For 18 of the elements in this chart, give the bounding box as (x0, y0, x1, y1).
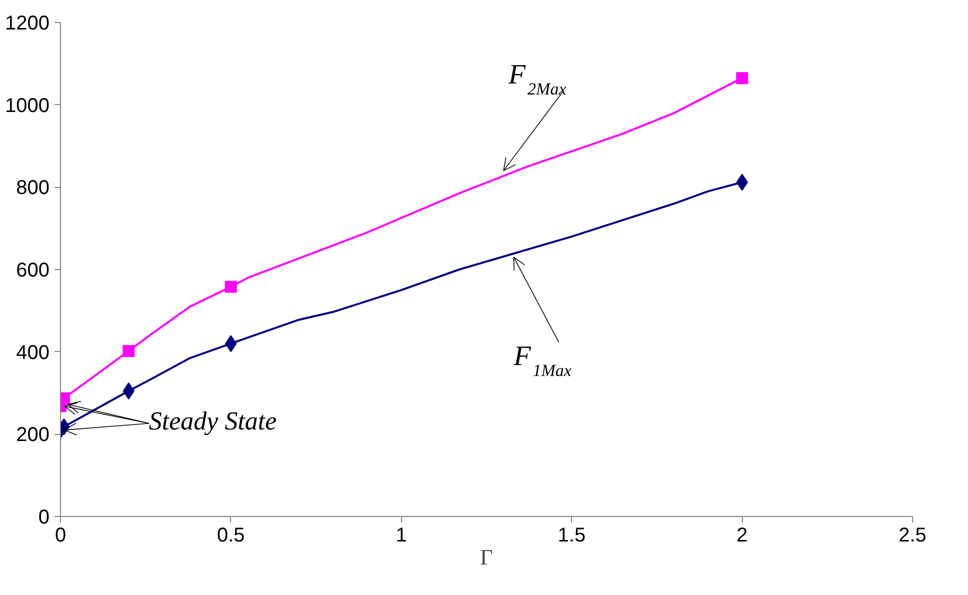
y-tick-label: 600 (16, 260, 50, 282)
y-tick-label: 200 (16, 424, 50, 446)
x-tick-label: 1.5 (558, 524, 586, 546)
point (736, 72, 748, 84)
y-tick-label: 0 (38, 506, 50, 528)
x-tick-label: 2 (736, 524, 748, 546)
point (122, 345, 135, 358)
x-tick-label: 1 (396, 524, 407, 546)
y-tick-label: 400 (16, 342, 50, 364)
annotation: Steady State (148, 406, 277, 436)
y-tick-label: 1000 (5, 94, 50, 117)
y-tick-label: 800 (16, 177, 50, 200)
x-tick-label: 0 (54, 524, 66, 546)
x-tick-label: 0.5 (217, 524, 245, 546)
x-tick-label: 2.5 (898, 524, 926, 546)
point (224, 280, 237, 293)
x-axis-title: Γ (480, 544, 494, 570)
y-tick-label: 1200 (5, 12, 50, 34)
